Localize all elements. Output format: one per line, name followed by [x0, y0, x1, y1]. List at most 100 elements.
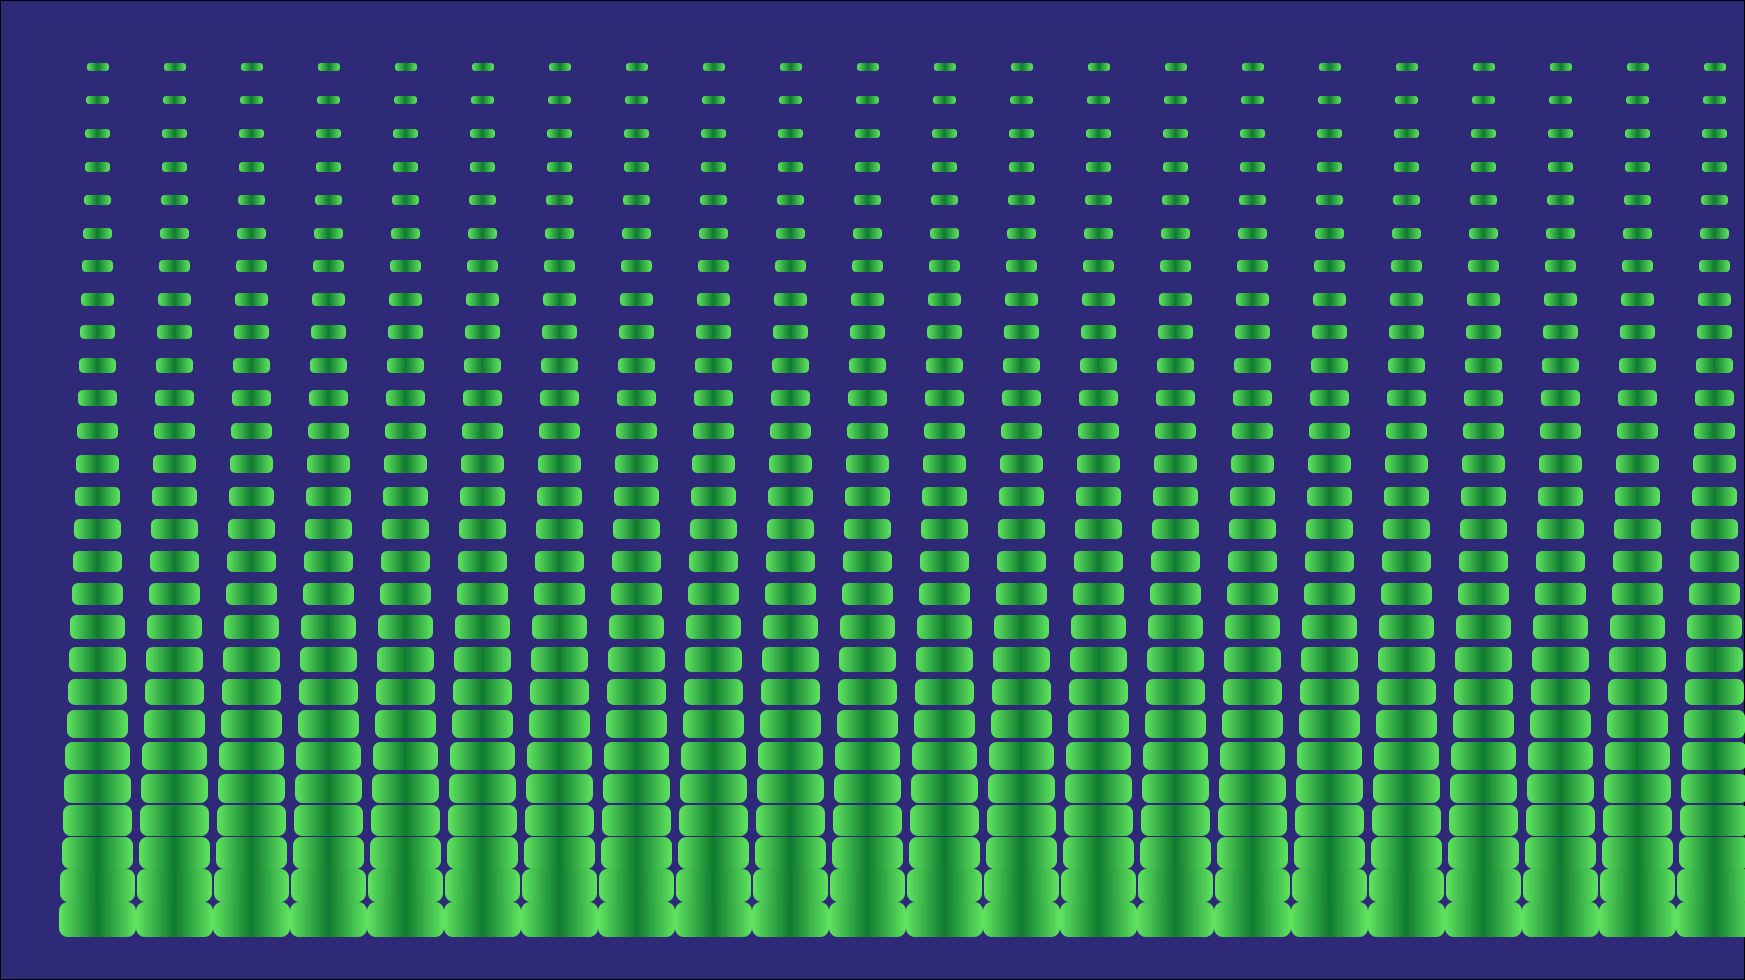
grid-cell — [703, 63, 725, 71]
grid-cell — [986, 837, 1058, 869]
grid-cell — [1692, 487, 1737, 506]
grid-cell — [1377, 679, 1436, 705]
grid-cell — [1459, 551, 1509, 572]
grid-cell — [1387, 390, 1426, 406]
grid-cell — [457, 583, 509, 605]
grid-cell — [992, 679, 1051, 705]
grid-cell — [1621, 293, 1654, 306]
grid-cell — [769, 455, 812, 473]
grid-cell — [846, 455, 889, 473]
grid-column — [1368, 37, 1445, 937]
grid-cell — [380, 583, 432, 605]
grid-cell — [772, 358, 809, 373]
grid-cell — [147, 615, 201, 639]
grid-cell — [389, 293, 422, 306]
grid-cell — [85, 162, 111, 172]
grid-cell — [932, 162, 958, 172]
grid-cell — [1236, 293, 1269, 306]
grid-cell — [145, 679, 204, 705]
grid-column — [59, 37, 136, 937]
grid-cell — [692, 455, 735, 473]
grid-cell — [299, 679, 358, 705]
grid-cell — [1546, 228, 1575, 239]
grid-cell — [1161, 228, 1190, 239]
grid-cell — [59, 902, 136, 937]
grid-cell — [906, 902, 983, 937]
grid-cell — [313, 260, 344, 272]
grid-cell — [538, 455, 581, 473]
grid-cell — [1008, 195, 1035, 205]
grid-cell — [1445, 902, 1522, 937]
grid-cell — [1214, 902, 1291, 937]
grid-cell — [149, 583, 201, 605]
grid-cell — [1145, 710, 1207, 737]
grid-cell — [1142, 774, 1209, 804]
grid-cell — [294, 805, 363, 836]
grid-cell — [316, 129, 340, 138]
grid-cell — [675, 902, 752, 937]
grid-cell — [1525, 837, 1597, 869]
grid-cell — [1313, 293, 1346, 306]
grid-cell — [547, 129, 571, 138]
grid-cell — [377, 647, 434, 672]
grid-cell — [239, 129, 263, 138]
grid-cell — [1393, 195, 1420, 205]
grid-cell — [530, 679, 589, 705]
grid-cell — [1318, 96, 1341, 104]
grid-cell — [626, 63, 648, 71]
grid-cell — [1297, 742, 1361, 770]
grid-cell — [1379, 615, 1433, 639]
grid-cell — [699, 228, 728, 239]
grid-cell — [1620, 325, 1655, 339]
grid-cell — [849, 358, 886, 373]
grid-cell — [140, 805, 209, 836]
grid-cell — [233, 358, 270, 373]
grid-cell — [216, 837, 288, 869]
grid-cell — [983, 902, 1060, 937]
grid-cell — [623, 195, 650, 205]
grid-cell — [678, 837, 750, 869]
grid-cell — [1224, 647, 1281, 672]
grid-cell — [1063, 837, 1135, 869]
grid-cell — [535, 551, 585, 572]
grid-cell — [1625, 129, 1649, 138]
grid-cell — [1151, 551, 1201, 572]
grid-cell — [999, 487, 1044, 506]
grid-cell — [72, 583, 124, 605]
grid-cell — [1064, 805, 1133, 836]
grid-cell — [158, 293, 191, 306]
grid-cell — [1615, 487, 1660, 506]
grid-cell — [1531, 679, 1590, 705]
grid-cell — [387, 358, 424, 373]
grid-cell — [1696, 358, 1733, 373]
grid-cell — [290, 902, 367, 937]
grid-cell — [1453, 710, 1515, 737]
grid-cell — [1604, 774, 1671, 804]
grid-cell — [1010, 96, 1033, 104]
grid-cell — [915, 679, 974, 705]
grid-cell — [381, 551, 431, 572]
grid-cell — [1070, 647, 1127, 672]
grid-cell — [911, 774, 978, 804]
grid-cell — [315, 195, 342, 205]
grid-cell — [1061, 869, 1135, 902]
grid-cell — [458, 551, 508, 572]
grid-cell — [1302, 615, 1356, 639]
grid-cell — [318, 63, 340, 71]
grid-cell — [1381, 583, 1433, 605]
grid-cell — [1079, 390, 1118, 406]
grid-cell — [1084, 228, 1113, 239]
grid-cell — [1373, 774, 1440, 804]
grid-cell — [842, 583, 894, 605]
grid-cell — [834, 774, 901, 804]
grid-cell — [701, 129, 725, 138]
grid-cell — [765, 583, 817, 605]
grid-cell — [1394, 162, 1420, 172]
grid-column — [1291, 37, 1368, 937]
grid-cell — [83, 228, 112, 239]
grid-cell — [1068, 710, 1130, 737]
grid-cell — [447, 837, 519, 869]
grid-cell — [1547, 195, 1574, 205]
grid-cell — [1159, 293, 1192, 306]
grid-cell — [1528, 742, 1592, 770]
